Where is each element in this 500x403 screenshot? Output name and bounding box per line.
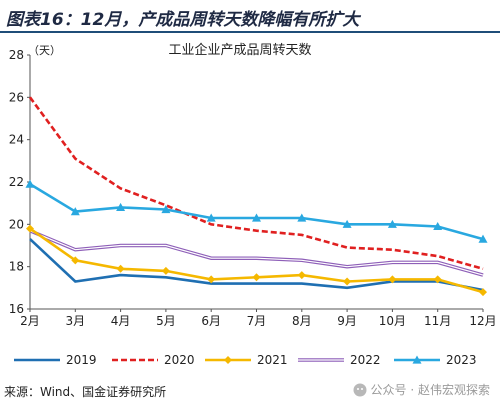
data-point-2023 [387, 219, 397, 228]
data-point-2023 [25, 179, 35, 188]
x-tick-label: 4月 [111, 314, 131, 328]
x-tick-label: 12月 [469, 314, 496, 328]
data-point-2021 [479, 288, 487, 297]
y-tick-labels: 16 18 20 22 24 26 28 [9, 48, 24, 316]
watermark: 公众号 · 赵伟宏观探索 [353, 381, 490, 398]
series-line-2020 [28, 96, 484, 271]
legend-label-2019: 2019 [66, 353, 97, 367]
data-point-2021 [252, 273, 261, 282]
data-point-2023 [70, 207, 80, 216]
y-tick-label: 18 [9, 260, 24, 274]
y-axis-unit: （天） [28, 44, 61, 57]
data-point-2023 [206, 213, 216, 222]
x-tick-label: 6月 [201, 314, 221, 328]
y-tick-label: 24 [9, 133, 24, 147]
x-tick-label: 2月 [20, 314, 40, 328]
chart-axes [27, 54, 484, 312]
legend-label-2022: 2022 [350, 353, 381, 367]
data-point-2021 [297, 271, 306, 280]
x-tick-label: 9月 [337, 314, 357, 328]
y-tick-label: 16 [9, 302, 24, 316]
figure-title: 图表16：12月，产成品周转天数降幅有所扩大 [6, 10, 360, 30]
x-tick-labels: 2月 3月 4月 5月 6月 7月 8月 9月 10月 11月 12月 [20, 314, 496, 328]
x-tick-label: 8月 [292, 314, 312, 328]
data-point-2021 [388, 275, 397, 284]
source-note: 来源：Wind、国金证券研究所 [4, 385, 167, 399]
series-line-2022-inner [29, 230, 484, 276]
x-tick-label: 10月 [379, 314, 406, 328]
data-point-2023 [433, 221, 443, 231]
series-markers [25, 179, 488, 297]
x-tick-label: 5月 [156, 314, 176, 328]
x-tick-label: 3月 [65, 314, 85, 328]
wechat-icon [353, 383, 367, 396]
legend-label-2021: 2021 [257, 353, 288, 367]
x-tick-label: 7月 [247, 314, 267, 328]
legend-marker-2021 [224, 356, 232, 364]
data-point-2021 [26, 224, 34, 233]
y-tick-label: 28 [9, 48, 24, 62]
data-point-2023 [116, 202, 126, 211]
data-point-2023 [252, 213, 261, 222]
data-point-2021 [343, 277, 352, 286]
legend-marker-2023 [412, 355, 422, 364]
y-tick-label: 20 [9, 217, 24, 231]
legend-label-2020: 2020 [164, 353, 195, 367]
title-rule [0, 31, 500, 33]
data-point-2021 [116, 264, 125, 273]
series-lines [28, 96, 484, 294]
watermark-text: 公众号 · 赵伟宏观探索 [370, 383, 490, 397]
data-point-2023 [297, 213, 307, 222]
data-point-2023 [342, 219, 352, 228]
data-point-2023 [161, 205, 171, 214]
chart-title: 工业企业产成品周转天数 [168, 42, 311, 58]
x-tick-label: 11月 [424, 314, 451, 328]
data-point-2021 [207, 275, 216, 284]
legend-label-2023: 2023 [446, 353, 477, 367]
data-point-2023 [478, 234, 488, 243]
data-point-2021 [433, 275, 442, 284]
y-tick-label: 26 [9, 90, 24, 104]
data-point-2021 [71, 256, 80, 265]
chart-legend: 2019 2020 2021 2022 2023 [14, 353, 477, 367]
series-line-2019 [29, 238, 484, 292]
y-tick-label: 22 [9, 175, 24, 189]
data-point-2021 [161, 266, 170, 275]
